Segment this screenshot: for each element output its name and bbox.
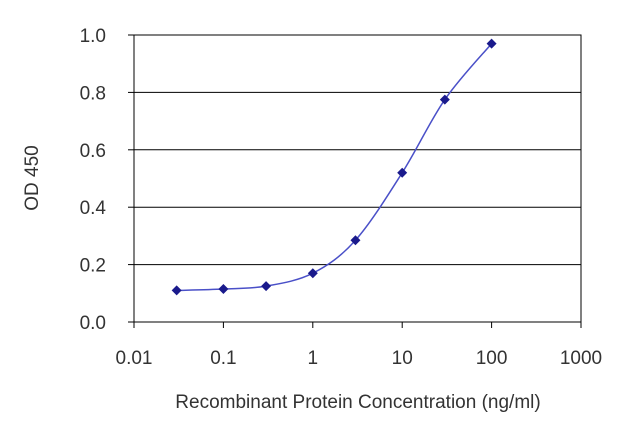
y-tick-label: 0.4 [80,198,107,219]
x-axis-title: Recombinant Protein Concentration (ng/ml… [175,392,540,413]
plot-area [133,34,582,323]
y-tick-label: 0.2 [80,256,106,277]
data-point-marker [171,285,182,296]
y-axis-title: OD 450 [22,145,43,210]
y-axis: 0.0 0.2 0.4 0.6 0.8 1.0 [80,26,134,334]
y-tick-label: 0.6 [80,141,106,162]
x-tick-label: 1 [308,348,319,369]
y-tick-label: 0.0 [80,313,106,334]
x-tick-label: 100 [476,348,508,369]
x-tick-label: 10 [392,348,413,369]
data-point-marker [218,283,229,294]
data-point-marker [261,281,272,292]
y-tick-label: 1.0 [80,26,106,47]
series-curve [176,43,493,292]
data-point-marker [350,235,361,246]
y-tick-label: 0.8 [80,83,106,104]
grid-lines [134,91,581,266]
series-line [171,38,497,296]
data-point-marker [307,268,318,279]
data-point-marker [439,94,450,105]
x-tick-label: 0.1 [210,348,236,369]
data-point-marker [486,38,497,49]
data-point-marker [397,167,408,178]
x-axis: 0.01 0.1 1 10 100 1000 [116,322,602,369]
x-tick-label: 0.01 [116,348,153,369]
x-tick-label: 1000 [560,348,602,369]
